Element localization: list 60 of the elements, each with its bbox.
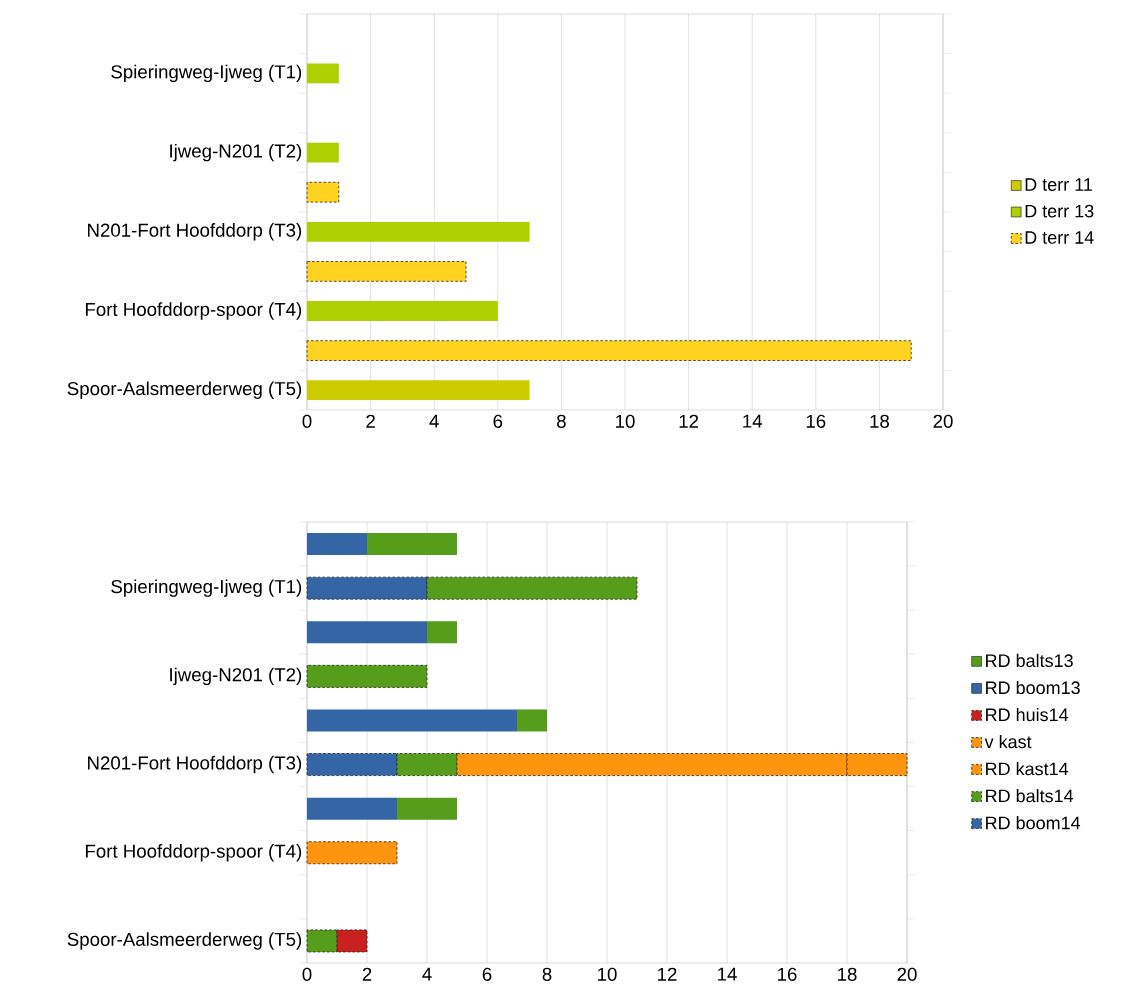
bar [307,142,339,163]
bar [307,380,530,401]
x-tick-label: 2 [366,414,375,428]
bar [306,664,428,688]
bar [306,181,340,203]
x-tick-label: 8 [542,967,552,981]
x-tick-label: 6 [482,967,492,981]
x-tick-label: 12 [679,414,699,428]
legend-label: D terr 13 [1025,204,1094,218]
y-tick-label: Spieringweg-Ijweg (T1) [111,579,302,597]
bar [367,533,457,556]
x-tick-label: 10 [616,414,635,428]
legend-label: RD huis14 [986,707,1069,722]
x-tick-label: 0 [302,967,312,981]
x-tick-label: 0 [302,414,312,428]
x-tick-label: 18 [838,967,857,981]
y-tick-label: Spieringweg-Ijweg (T1) [111,64,302,83]
y-tick-label: Spoor-Aalsmeerderweg (T5) [67,932,302,950]
y-tick-label: Fort Hoofddorp-spoor (T4) [85,302,302,320]
bar [306,261,467,282]
y-tick-label: Spoor-Aalsmeerderweg (T5) [67,381,302,399]
bar [397,797,457,820]
bar [307,709,517,732]
legend-label: RD boom14 [986,816,1081,830]
x-tick-label: 14 [743,414,763,428]
bar [307,63,339,84]
x-tick-label: 16 [778,967,797,981]
x-tick-label: 20 [933,414,953,428]
y-tick-label: N201-Fort Hoofddorp (T3) [88,223,302,241]
legend-label: D terr 11 [1025,178,1093,191]
bar [517,709,548,732]
legend-label: RD balts13 [986,653,1073,668]
bar [307,621,427,644]
x-tick-label: 4 [422,967,432,981]
bar [307,301,498,321]
y-tick-label: Ijweg-N201 (T2) [170,143,302,162]
bar [307,221,530,242]
x-tick-label: 14 [718,967,737,981]
x-tick-label: 10 [598,967,617,981]
y-tick-label: N201-Fort Hoofddorp (T3) [88,755,302,774]
legend-label: RD boom13 [986,680,1080,695]
x-tick-label: 12 [658,967,677,981]
bar [307,797,397,820]
legend-label: D terr 14 [1025,231,1094,244]
x-tick-label: 16 [806,414,826,428]
x-tick-label: 2 [362,967,372,981]
bar [427,621,457,644]
x-tick-label: 20 [897,967,917,981]
y-tick-label: Ijweg-N201 (T2) [170,667,302,686]
bar [307,533,367,556]
legend-label: RD kast14 [986,762,1069,776]
x-tick-label: 4 [429,414,439,428]
x-tick-label: 18 [870,414,889,428]
legend-label: v kast [984,734,1032,749]
legend-label: RD balts14 [986,789,1074,803]
bar [306,340,912,361]
x-tick-label: 8 [557,414,566,428]
y-tick-label: Fort Hoofddorp-spoor (T4) [85,844,302,862]
x-tick-label: 6 [493,414,503,428]
bar [306,841,398,865]
